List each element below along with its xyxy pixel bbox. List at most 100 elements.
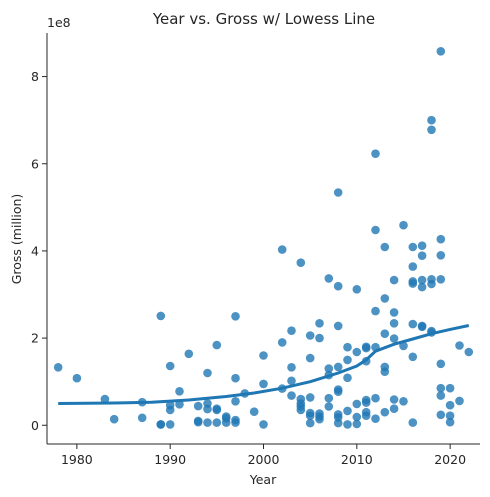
data-point <box>371 306 380 316</box>
data-point <box>436 383 446 393</box>
data-point <box>165 420 175 429</box>
data-point <box>277 245 287 254</box>
data-point <box>231 418 240 427</box>
data-point <box>371 393 380 403</box>
data-point <box>315 333 324 343</box>
data-point <box>324 402 334 411</box>
data-point <box>389 319 399 328</box>
data-point <box>408 242 418 252</box>
data-point <box>343 420 352 429</box>
data-point <box>371 414 380 424</box>
scatter-points <box>53 47 474 429</box>
data-point <box>259 351 268 360</box>
data-point <box>436 359 446 369</box>
data-point <box>417 241 427 250</box>
data-point <box>389 275 399 285</box>
data-point <box>436 251 446 260</box>
data-point <box>417 251 427 260</box>
data-point <box>343 406 352 416</box>
data-point <box>417 282 427 292</box>
data-point <box>315 414 324 424</box>
data-point <box>333 321 343 331</box>
data-point <box>305 418 315 428</box>
y-axis-label: Gross (million) <box>9 194 24 285</box>
data-point <box>361 343 371 353</box>
data-point <box>361 411 371 421</box>
data-point <box>399 220 408 230</box>
data-point <box>380 367 390 377</box>
data-point <box>408 262 418 271</box>
data-point <box>324 393 334 403</box>
data-point <box>296 405 306 415</box>
data-point <box>203 404 212 414</box>
data-point <box>427 125 436 135</box>
data-point <box>436 410 446 420</box>
data-point <box>371 225 380 235</box>
y-tick-label: 8 <box>31 69 39 84</box>
data-point <box>389 395 399 404</box>
data-point <box>427 279 436 289</box>
data-point <box>137 413 147 423</box>
data-point <box>165 361 175 371</box>
data-point <box>464 347 474 357</box>
data-point <box>212 405 222 415</box>
data-point <box>445 400 455 410</box>
data-point <box>436 47 446 56</box>
x-tick-label: 2010 <box>341 452 373 467</box>
data-point <box>324 364 334 373</box>
data-point <box>352 347 362 357</box>
data-point <box>352 285 362 294</box>
data-point <box>305 393 315 402</box>
data-point <box>380 294 390 303</box>
x-axis-label: Year <box>249 472 277 487</box>
data-point <box>53 363 63 372</box>
data-point <box>193 417 203 427</box>
data-point <box>203 368 212 378</box>
data-point <box>296 258 306 268</box>
data-point <box>343 342 352 352</box>
x-tick-label: 2000 <box>248 452 280 467</box>
x-tick-label: 1980 <box>61 452 93 467</box>
data-point <box>184 349 194 359</box>
data-point <box>212 418 222 427</box>
x-tick-label: 1990 <box>154 452 186 467</box>
lowess-line <box>58 324 470 405</box>
data-point <box>109 414 119 424</box>
data-point <box>380 407 390 417</box>
y-axis-ticks: 0 2 4 6 8 <box>31 69 47 433</box>
data-point <box>361 398 371 407</box>
data-point <box>203 418 212 427</box>
data-point <box>380 242 390 252</box>
data-point <box>231 397 240 406</box>
data-point <box>100 394 110 404</box>
data-point <box>371 149 380 158</box>
data-point <box>417 322 427 332</box>
data-point <box>333 418 343 428</box>
y-tick-label: 0 <box>31 418 39 433</box>
data-point <box>156 420 166 429</box>
y-tick-label: 6 <box>31 156 39 171</box>
data-point <box>436 391 446 400</box>
data-point <box>165 405 175 415</box>
chart-title: Year vs. Gross w/ Lowess Line <box>152 10 375 28</box>
data-point <box>455 396 464 406</box>
data-point <box>287 363 296 372</box>
data-point <box>408 319 418 329</box>
data-point <box>408 279 418 288</box>
data-point <box>380 329 390 339</box>
data-point <box>305 411 315 421</box>
data-point <box>408 352 418 362</box>
data-point <box>259 420 268 429</box>
data-point <box>399 341 408 351</box>
data-point <box>315 319 324 328</box>
data-point <box>249 407 259 417</box>
y-tick-label: 4 <box>31 243 39 258</box>
data-point <box>175 387 184 396</box>
data-point <box>455 341 464 350</box>
data-point <box>333 362 343 372</box>
data-point <box>445 383 455 393</box>
data-point <box>305 331 315 340</box>
x-axis-ticks: 1980 1990 2000 2010 2020 <box>61 444 466 467</box>
y-tick-label: 2 <box>31 331 39 346</box>
